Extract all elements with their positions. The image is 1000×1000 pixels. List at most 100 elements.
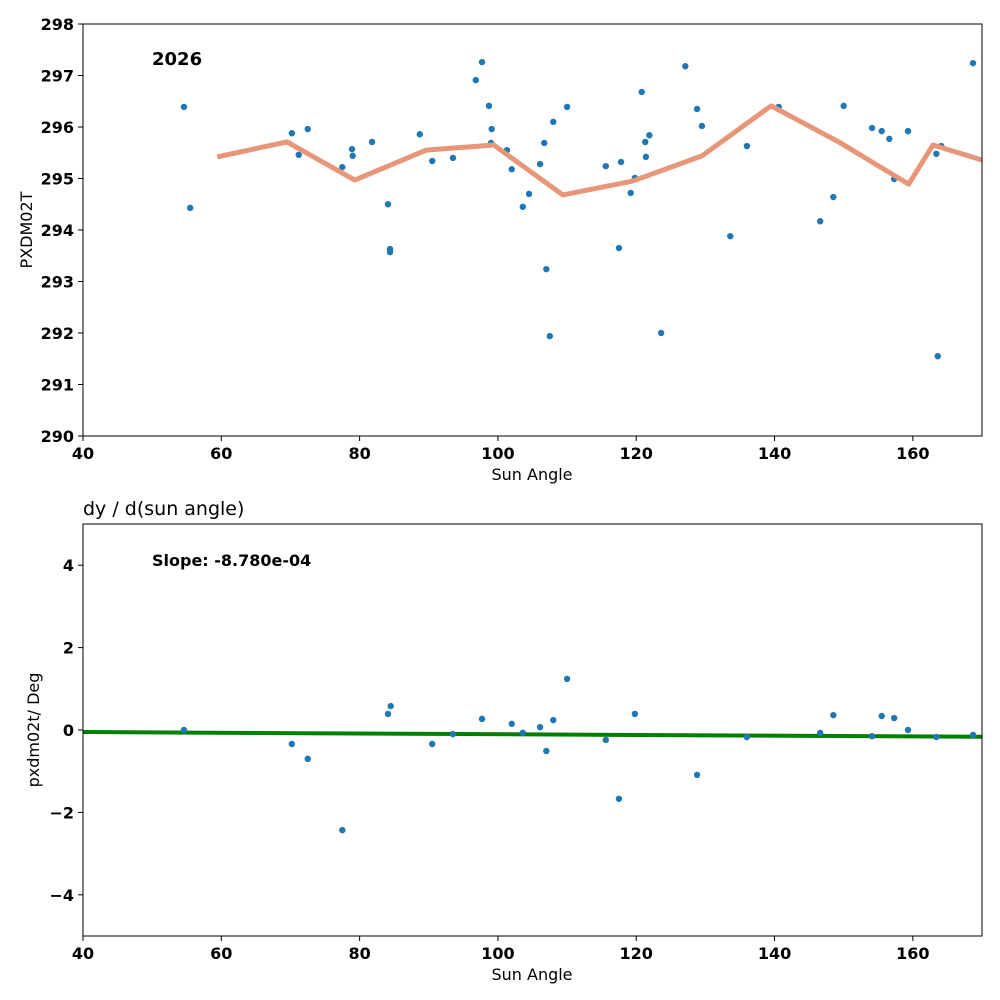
data-point: [878, 712, 885, 720]
y-tick-label: 2: [63, 639, 74, 658]
data-point: [416, 131, 423, 138]
y-tick-label: 4: [63, 556, 74, 575]
data-point: [488, 125, 495, 133]
x-tick-label: 40: [72, 444, 94, 463]
data-point: [642, 138, 649, 146]
data-point: [646, 132, 653, 139]
data-point: [868, 732, 876, 740]
data-point: [384, 710, 392, 718]
y-tick-label: 0: [63, 721, 74, 740]
y-tick-label: 290: [41, 427, 74, 446]
data-point: [904, 127, 912, 135]
data-point: [627, 189, 634, 197]
data-point: [304, 125, 311, 133]
data-point: [541, 139, 548, 147]
data-point: [890, 714, 898, 722]
data-point: [288, 129, 296, 137]
data-point: [830, 711, 837, 719]
data-point: [339, 826, 346, 834]
x-tick-label: 160: [896, 444, 929, 463]
data-point: [472, 76, 479, 84]
data-point: [525, 190, 533, 198]
data-point: [519, 729, 527, 737]
data-point: [449, 154, 457, 162]
y-tick-label: 298: [41, 15, 74, 34]
data-point: [349, 152, 356, 160]
data-point: [615, 795, 623, 803]
data-point: [830, 193, 837, 201]
data-point: [295, 151, 302, 159]
y-tick-label: −2: [49, 803, 74, 822]
bottom-plot: dy / d(sun angle) Slope: -8.780e-04 Sun …: [24, 498, 983, 984]
data-point: [180, 726, 188, 734]
y-tick-label: 293: [41, 273, 74, 292]
data-point: [698, 122, 706, 130]
data-point: [536, 723, 544, 731]
y-tick-label: 295: [41, 170, 74, 189]
data-point: [288, 740, 296, 748]
data-point: [727, 232, 734, 240]
data-point: [904, 726, 912, 734]
data-point: [642, 153, 650, 161]
data-point: [638, 88, 645, 96]
x-tick-label: 40: [72, 944, 94, 963]
y-tick-label: 294: [41, 221, 74, 240]
data-point: [386, 248, 394, 256]
data-point: [615, 244, 623, 252]
top-y-axis-label: PXDM02T: [17, 191, 36, 268]
data-point: [304, 755, 311, 763]
data-point: [478, 715, 486, 723]
data-point: [617, 158, 625, 166]
y-tick-label: 291: [41, 376, 74, 395]
data-point: [536, 160, 544, 168]
data-point: [840, 102, 847, 110]
data-point: [478, 58, 486, 66]
top-plot: 2026 Sun Angle PXDM02T 40 60 80 100 120 140 16…: [17, 15, 983, 484]
trend-line: [216, 103, 983, 198]
data-point: [368, 138, 376, 146]
data-point: [563, 103, 571, 111]
data-point: [868, 124, 876, 132]
bottom-y-axis-label: pxdm02t/ Deg: [24, 673, 43, 788]
data-point: [602, 162, 610, 170]
data-point: [969, 59, 977, 67]
data-point: [969, 731, 977, 739]
plot-frame: [82, 523, 983, 937]
data-point: [508, 720, 515, 728]
x-tick-label: 140: [758, 944, 791, 963]
data-point: [631, 710, 639, 718]
data-point: [816, 218, 824, 225]
data-point: [543, 265, 550, 273]
y-tick-label: −4: [49, 886, 74, 905]
data-point: [546, 332, 553, 340]
data-point: [429, 157, 436, 165]
data-point: [543, 747, 550, 755]
data-point: [602, 736, 610, 744]
data-point: [387, 702, 394, 710]
data-point: [519, 203, 527, 211]
data-point: [508, 166, 515, 173]
x-tick-label: 80: [348, 944, 370, 963]
bottom-plot-title: dy / d(sun angle): [83, 498, 244, 520]
x-tick-label: 60: [210, 444, 232, 463]
data-point: [934, 352, 941, 360]
data-point: [348, 145, 356, 153]
x-tick-label: 120: [620, 444, 653, 463]
data-point: [657, 329, 665, 337]
data-point: [682, 63, 689, 70]
data-point: [933, 150, 940, 157]
y-tick-label: 292: [41, 324, 74, 343]
x-tick-label: 140: [758, 444, 791, 463]
x-tick-label: 120: [620, 944, 653, 963]
year-annotation: 2026: [152, 49, 202, 70]
x-tick-label: 100: [481, 944, 514, 963]
data-point: [743, 142, 751, 150]
x-tick-label: 160: [896, 944, 929, 963]
data-point: [429, 740, 436, 748]
slope-annotation: Slope: -8.780e-04: [152, 551, 311, 570]
top-x-axis-label: Sun Angle: [491, 465, 572, 484]
data-point: [693, 105, 701, 113]
x-tick-label: 60: [210, 944, 232, 963]
data-point: [563, 675, 571, 683]
